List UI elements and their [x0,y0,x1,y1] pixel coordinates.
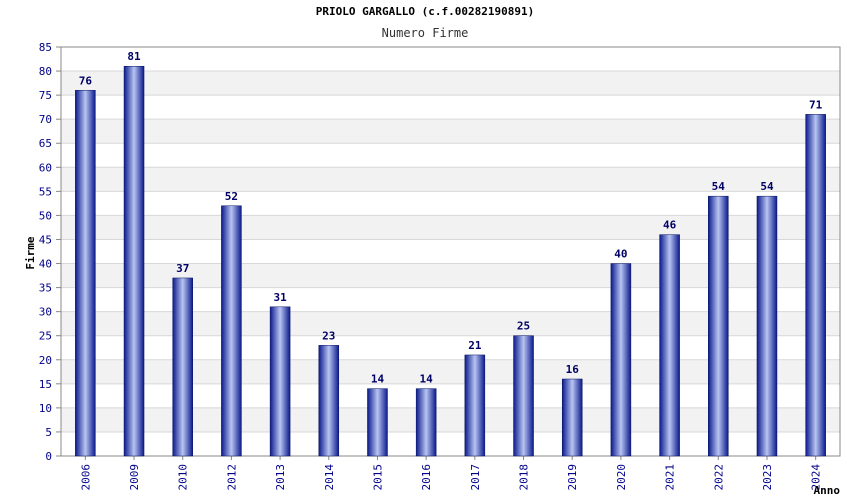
x-tick-labels: 2006 2009 2010 2012 2013 2014 2015 2016 2017 2018… [79,464,822,491]
bar-2013 [269,306,291,457]
axes [56,46,841,460]
y-tick-label: 85 [39,41,52,54]
bar-2024 [805,114,826,457]
value-label-2022: 54 [712,180,726,193]
y-tick-label: 55 [39,185,52,198]
x-tick-label: 2021 [664,464,677,491]
bar-2023 [756,195,778,457]
x-tick-label: 2022 [712,464,725,491]
y-tick-label: 5 [45,426,52,439]
bar-2022 [708,195,729,457]
x-tick-label: 2013 [274,464,287,491]
x-tick-label: 2015 [371,464,384,491]
x-tick-label: 2006 [79,464,92,491]
y-tick-label: 25 [39,330,52,343]
y-tick-label: 70 [39,113,52,126]
bar-2010 [172,277,193,457]
chart-subtitle: Numero Firme [381,26,469,40]
x-tick-label: 2024 [810,464,823,491]
bar-2021 [659,234,680,457]
x-tick-label: 2018 [518,464,531,491]
bar-2017 [464,354,486,457]
x-tick-label: 2012 [225,464,238,491]
y-tick-label: 40 [39,258,52,271]
grid-band [61,119,840,144]
value-label-2017: 21 [468,339,482,352]
x-tick-label: 2017 [469,464,482,491]
chart-title: PRIOLO GARGALLO (c.f.00282190891) [315,5,535,18]
y-tick-label: 80 [39,65,52,78]
bar-2012 [221,205,242,457]
x-tick-label: 2019 [566,464,579,491]
value-label-2016: 14 [420,373,434,386]
y-tick-label: 30 [39,306,52,319]
bars [75,65,826,457]
y-tick-label: 15 [39,378,52,391]
x-tick-label: 2023 [761,464,774,491]
bar-2015 [367,388,388,457]
y-tick-label: 0 [45,450,52,463]
y-tick-label: 20 [39,354,52,367]
value-label-2019: 16 [566,363,580,376]
x-tick-label: 2020 [615,464,628,491]
bar-2019 [561,378,583,457]
value-label-2018: 25 [517,320,530,333]
bar-2006 [75,90,96,457]
value-label-2009: 81 [127,50,141,63]
value-label-2014: 23 [322,329,335,342]
bar-2020 [610,263,632,457]
value-label-2015: 14 [371,373,385,386]
value-label-2006: 76 [79,74,93,87]
value-label-2013: 31 [273,291,287,304]
y-tick-label: 50 [39,209,52,222]
bar-2018 [513,335,534,457]
value-label-2023: 54 [760,180,774,193]
bar-2016 [415,388,437,457]
value-label-2012: 52 [225,190,238,203]
y-tick-label: 60 [39,161,52,174]
x-tick-label: 2010 [177,464,190,491]
value-label-2020: 40 [614,248,627,261]
x-tick-label: 2014 [323,464,336,491]
x-axis-title: Anno [814,484,841,497]
grid-band [61,71,840,96]
bar-2009 [123,65,145,457]
grid-band [61,167,840,192]
value-label-2010: 37 [176,262,189,275]
x-tick-label: 2016 [420,464,433,491]
y-tick-label: 45 [39,233,52,246]
plot-frame [60,46,841,457]
y-tick-label: 75 [39,89,52,102]
y-tick-label: 65 [39,137,52,150]
y-tick-label: 10 [39,402,52,415]
y-tick-label: 35 [39,282,52,295]
value-label-2024: 71 [809,98,823,111]
y-tick-labels: 0 5 10 15 20 25 30 35 40 45 50 55 60 65 70 75 80 85 [39,41,52,463]
x-tick-label: 2009 [128,464,141,491]
y-axis-title: Firme [24,236,37,269]
bar-2014 [318,345,340,457]
value-labels: 76 81 37 52 31 23 14 14 21 25 16 40 46 54 54 71 [79,50,823,385]
value-label-2021: 46 [663,219,677,232]
